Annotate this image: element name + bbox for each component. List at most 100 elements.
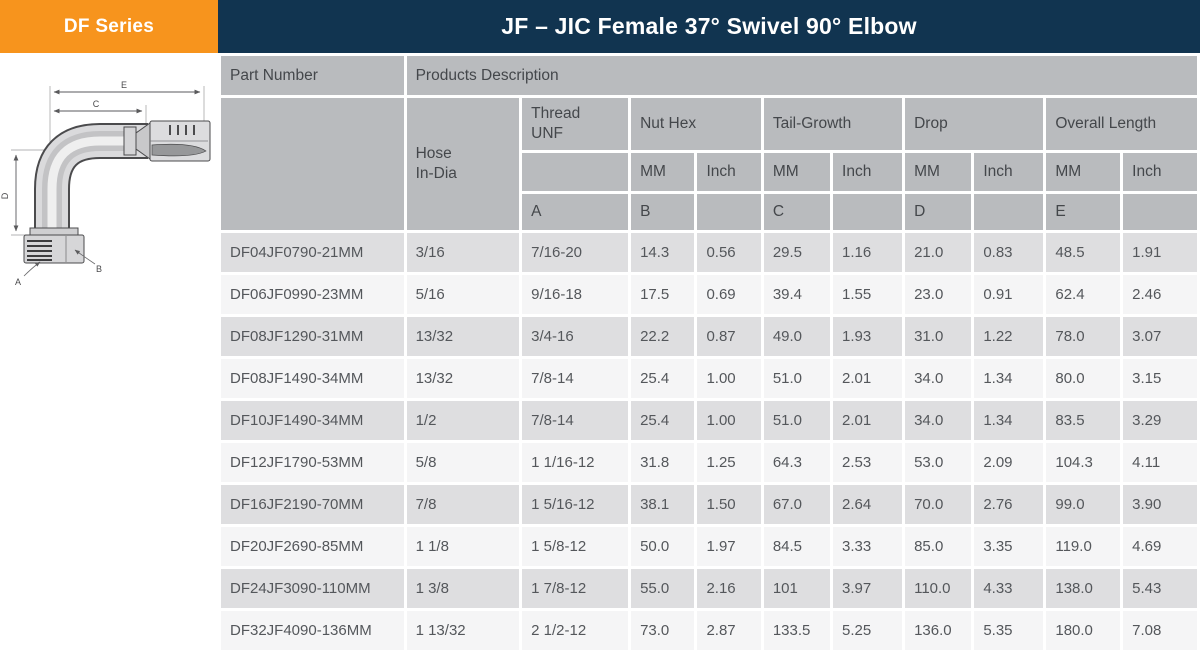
dim-label-e: E bbox=[121, 80, 127, 90]
unit-header-tail-inch: Inch bbox=[833, 153, 903, 191]
table-row: DF20JF2690-85MM 1 1/8 1 5/8-12 50.0 1.97… bbox=[221, 527, 1197, 566]
thread-label-line2: UNF bbox=[531, 125, 563, 142]
cell-tail-growth-inch: 2.01 bbox=[833, 401, 903, 440]
cell-drop-mm: 34.0 bbox=[905, 359, 972, 398]
cell-thread-unf: 1 7/8-12 bbox=[522, 569, 629, 608]
cell-tail-growth-mm: 51.0 bbox=[763, 401, 831, 440]
unit-header-drop-mm: MM bbox=[905, 153, 972, 191]
cell-thread-unf: 1 5/16-12 bbox=[522, 485, 629, 524]
cell-nut-hex-inch: 0.69 bbox=[697, 275, 761, 314]
col-header-overall-length: Overall Length bbox=[1046, 98, 1197, 150]
cell-part-number: DF16JF2190-70MM bbox=[221, 485, 404, 524]
cell-thread-unf: 7/8-14 bbox=[522, 359, 629, 398]
cell-part-number: DF20JF2690-85MM bbox=[221, 527, 404, 566]
cell-overall-length-mm: 62.4 bbox=[1046, 275, 1121, 314]
cell-part-number: DF10JF1490-34MM bbox=[221, 401, 404, 440]
leader-b bbox=[74, 249, 96, 265]
cell-tail-growth-inch: 3.97 bbox=[833, 569, 903, 608]
cell-overall-length-inch: 3.90 bbox=[1123, 485, 1197, 524]
cell-overall-length-mm: 48.5 bbox=[1046, 233, 1121, 272]
cell-drop-mm: 136.0 bbox=[905, 611, 972, 650]
series-badge: DF Series bbox=[0, 0, 218, 53]
spec-table-container: Part Number Products Description Hose In-… bbox=[218, 53, 1200, 653]
cell-part-number: DF08JF1490-34MM bbox=[221, 359, 404, 398]
col-header-drop: Drop bbox=[905, 98, 1044, 150]
hose-label-line2: In-Dia bbox=[415, 165, 457, 182]
cell-drop-inch: 4.33 bbox=[974, 569, 1044, 608]
hose-socket bbox=[123, 120, 211, 162]
cell-hose-in-dia: 3/16 bbox=[406, 233, 520, 272]
table-row: DF16JF2190-70MM 7/8 1 5/16-12 38.1 1.50 … bbox=[221, 485, 1197, 524]
unit-header-nut-mm: MM bbox=[631, 153, 695, 191]
cell-thread-unf: 7/16-20 bbox=[522, 233, 629, 272]
table-row: DF06JF0990-23MM 5/16 9/16-18 17.5 0.69 3… bbox=[221, 275, 1197, 314]
cell-nut-hex-inch: 2.87 bbox=[697, 611, 761, 650]
cell-tail-growth-inch: 1.16 bbox=[833, 233, 903, 272]
cell-part-number: DF08JF1290-31MM bbox=[221, 317, 404, 356]
col-header-hose-in-dia: Hose In-Dia bbox=[406, 98, 520, 230]
cell-nut-hex-inch: 2.16 bbox=[697, 569, 761, 608]
cell-drop-mm: 110.0 bbox=[905, 569, 972, 608]
cell-overall-length-mm: 83.5 bbox=[1046, 401, 1121, 440]
cell-hose-in-dia: 1 1/8 bbox=[406, 527, 520, 566]
cell-drop-mm: 31.0 bbox=[905, 317, 972, 356]
cell-tail-growth-mm: 64.3 bbox=[763, 443, 831, 482]
cell-nut-hex-inch: 0.56 bbox=[697, 233, 761, 272]
leader-a bbox=[23, 261, 41, 277]
cell-overall-length-inch: 3.15 bbox=[1123, 359, 1197, 398]
cell-nut-hex-mm: 17.5 bbox=[631, 275, 695, 314]
spec-table: Part Number Products Description Hose In-… bbox=[218, 53, 1200, 653]
table-row: DF12JF1790-53MM 5/8 1 1/16-12 31.8 1.25 … bbox=[221, 443, 1197, 482]
table-row: DF32JF4090-136MM 1 13/32 2 1/2-12 73.0 2… bbox=[221, 611, 1197, 650]
cell-tail-growth-mm: 101 bbox=[763, 569, 831, 608]
cell-overall-length-mm: 80.0 bbox=[1046, 359, 1121, 398]
point-label-a: A bbox=[15, 277, 21, 287]
col-header-thread-unf: Thread UNF bbox=[522, 98, 629, 150]
table-row: DF08JF1490-34MM 13/32 7/8-14 25.4 1.00 5… bbox=[221, 359, 1197, 398]
cell-drop-mm: 21.0 bbox=[905, 233, 972, 272]
cell-nut-hex-mm: 22.2 bbox=[631, 317, 695, 356]
cell-drop-inch: 2.09 bbox=[974, 443, 1044, 482]
cell-thread-unf: 3/4-16 bbox=[522, 317, 629, 356]
cell-hose-in-dia: 1 3/8 bbox=[406, 569, 520, 608]
cell-overall-length-mm: 119.0 bbox=[1046, 527, 1121, 566]
part-number-spacer-cell bbox=[221, 98, 404, 230]
cell-thread-unf: 1 5/8-12 bbox=[522, 527, 629, 566]
dim-label-c: C bbox=[93, 99, 100, 109]
cell-part-number: DF06JF0990-23MM bbox=[221, 275, 404, 314]
letter-cell-b: B bbox=[631, 194, 695, 230]
cell-overall-length-mm: 78.0 bbox=[1046, 317, 1121, 356]
dim-label-d: D bbox=[0, 192, 10, 199]
cell-overall-length-inch: 3.07 bbox=[1123, 317, 1197, 356]
letter-cell-a: A bbox=[522, 194, 629, 230]
elbow-tube bbox=[34, 123, 148, 235]
thread-label-line1: Thread bbox=[531, 105, 581, 123]
unit-header-oal-mm: MM bbox=[1046, 153, 1121, 191]
cell-nut-hex-mm: 25.4 bbox=[631, 401, 695, 440]
cell-drop-inch: 5.35 bbox=[974, 611, 1044, 650]
cell-drop-mm: 34.0 bbox=[905, 401, 972, 440]
cell-tail-growth-inch: 3.33 bbox=[833, 527, 903, 566]
cell-nut-hex-mm: 50.0 bbox=[631, 527, 695, 566]
thread-unit-spacer-cell bbox=[522, 153, 629, 191]
unit-header-nut-inch: Inch bbox=[697, 153, 761, 191]
cell-overall-length-inch: 2.46 bbox=[1123, 275, 1197, 314]
cell-part-number: DF04JF0790-21MM bbox=[221, 233, 404, 272]
cell-hose-in-dia: 13/32 bbox=[406, 359, 520, 398]
technical-drawing-panel: E C D A B bbox=[0, 53, 218, 652]
cell-thread-unf: 1 1/16-12 bbox=[522, 443, 629, 482]
cell-tail-growth-inch: 5.25 bbox=[833, 611, 903, 650]
cell-drop-mm: 85.0 bbox=[905, 527, 972, 566]
cell-overall-length-mm: 104.3 bbox=[1046, 443, 1121, 482]
cell-drop-inch: 3.35 bbox=[974, 527, 1044, 566]
cell-tail-growth-mm: 49.0 bbox=[763, 317, 831, 356]
point-label-b: B bbox=[96, 264, 102, 274]
letter-spacer-cell bbox=[1123, 194, 1197, 230]
cell-nut-hex-inch: 1.00 bbox=[697, 359, 761, 398]
col-header-tail-growth: Tail-Growth bbox=[763, 98, 903, 150]
cell-drop-inch: 0.91 bbox=[974, 275, 1044, 314]
cell-overall-length-mm: 138.0 bbox=[1046, 569, 1121, 608]
cell-hose-in-dia: 5/8 bbox=[406, 443, 520, 482]
cell-tail-growth-inch: 2.64 bbox=[833, 485, 903, 524]
top-bar: DF Series JF – JIC Female 37° Swivel 90°… bbox=[0, 0, 1200, 53]
